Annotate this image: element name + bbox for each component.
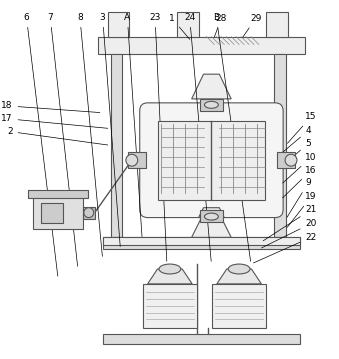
Text: 2: 2 <box>7 127 108 145</box>
Text: 21: 21 <box>263 205 317 241</box>
Text: 3: 3 <box>100 13 120 247</box>
Text: A: A <box>124 13 142 237</box>
Ellipse shape <box>204 101 218 108</box>
Bar <box>277 152 295 168</box>
Ellipse shape <box>204 213 218 220</box>
Ellipse shape <box>228 264 250 274</box>
Polygon shape <box>192 74 231 99</box>
Bar <box>266 12 287 37</box>
Text: 10: 10 <box>283 153 317 183</box>
Text: 23: 23 <box>149 13 167 261</box>
Bar <box>103 334 300 344</box>
Bar <box>200 210 223 222</box>
Bar <box>98 37 305 55</box>
Text: B: B <box>213 13 251 261</box>
Bar <box>34 195 83 229</box>
Text: 7: 7 <box>47 13 78 266</box>
Bar <box>177 12 199 37</box>
Bar <box>128 152 146 168</box>
Text: 6: 6 <box>24 13 58 276</box>
Bar <box>212 284 266 328</box>
Text: 5: 5 <box>280 139 311 168</box>
Ellipse shape <box>285 154 297 166</box>
Text: 22: 22 <box>254 233 317 263</box>
Bar <box>28 190 88 198</box>
Text: 18: 18 <box>1 101 100 112</box>
Bar <box>107 12 129 37</box>
Text: 28: 28 <box>214 14 227 37</box>
Bar <box>111 55 122 237</box>
Text: 8: 8 <box>77 13 102 256</box>
Text: 19: 19 <box>287 192 317 227</box>
Bar <box>41 203 63 223</box>
Bar <box>200 99 223 111</box>
Ellipse shape <box>126 154 138 166</box>
Bar <box>103 237 300 249</box>
Bar <box>103 237 300 245</box>
FancyBboxPatch shape <box>140 103 283 218</box>
Text: 16: 16 <box>283 165 317 198</box>
Ellipse shape <box>159 264 181 274</box>
Bar <box>158 121 265 200</box>
Text: 17: 17 <box>1 114 108 128</box>
Ellipse shape <box>84 208 94 218</box>
Text: 15: 15 <box>287 112 317 143</box>
Text: 1: 1 <box>169 14 190 39</box>
Text: 29: 29 <box>243 14 262 37</box>
Bar <box>83 207 95 219</box>
Polygon shape <box>192 218 231 237</box>
Bar <box>143 284 197 328</box>
Polygon shape <box>217 269 261 284</box>
Text: 9: 9 <box>287 178 311 217</box>
Text: 4: 4 <box>278 126 311 157</box>
Polygon shape <box>147 269 192 284</box>
Polygon shape <box>199 208 224 218</box>
Text: 24: 24 <box>184 13 211 261</box>
Bar <box>274 55 285 237</box>
Text: 20: 20 <box>261 219 317 248</box>
